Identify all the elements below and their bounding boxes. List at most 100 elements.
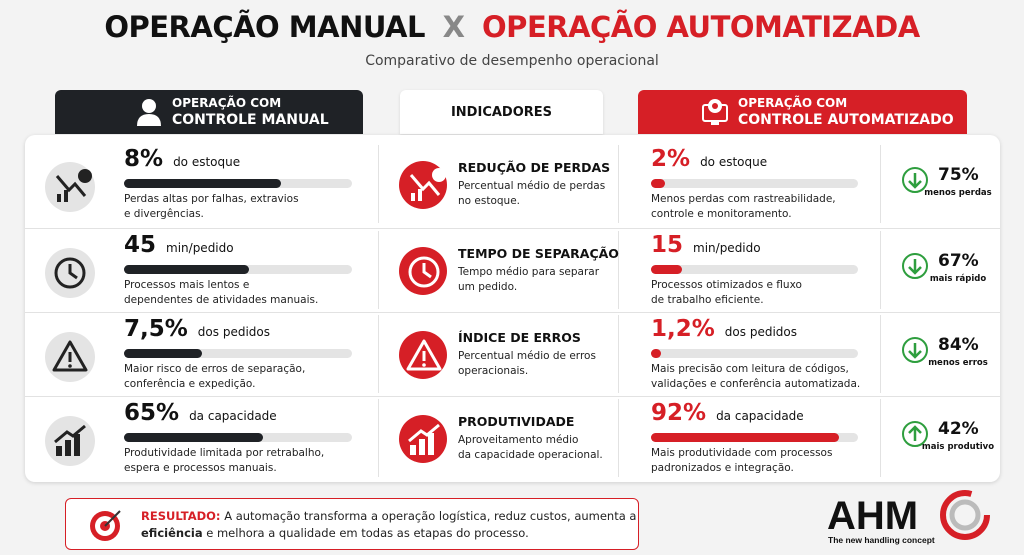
gain-label: mais produtivo: [921, 442, 995, 452]
manual-bar-track: [124, 179, 352, 188]
indicator-description: no estoque.: [458, 195, 521, 207]
person-icon: [137, 99, 161, 126]
target-icon: [90, 510, 121, 541]
automated-bar-fill: [651, 433, 840, 442]
manual-description: espera e processos manuais.: [124, 462, 277, 474]
title-left: OPERAÇÃO MANUAL: [104, 10, 425, 44]
title-right: OPERAÇÃO AUTOMATIZADA: [482, 10, 920, 44]
manual-bar-fill: [124, 433, 264, 442]
indicator-description: Percentual médio de erros: [458, 350, 596, 362]
manual-bar-fill: [124, 265, 250, 274]
gain-value: 75%: [938, 165, 979, 185]
manual-unit: do estoque: [173, 155, 241, 169]
manual-value-line: 45 min/pedido: [124, 232, 234, 258]
automated-description: controle e monitoramento.: [651, 208, 792, 220]
indicator-description: da capacidade operacional.: [458, 449, 603, 461]
logo-name: AHM: [827, 494, 918, 538]
column-divider: [618, 145, 619, 223]
manual-icon: [45, 416, 95, 466]
manual-description: conferência e expedição.: [124, 378, 256, 390]
gain-icon: [902, 167, 928, 193]
automated-value: 15: [651, 232, 684, 258]
column-divider: [378, 231, 379, 309]
automated-description: validações e conferência automatizada.: [651, 378, 861, 390]
automated-unit: min/pedido: [693, 241, 761, 255]
manual-bar-fill: [124, 179, 282, 188]
automated-description: de trabalho eficiente.: [651, 294, 764, 306]
automated-value: 1,2%: [651, 316, 715, 342]
automated-tab-line: CONTROLE AUTOMATIZADO: [738, 112, 954, 128]
indicator-icon: [399, 331, 447, 379]
comparison-card: [25, 135, 1000, 482]
gain-label: menos erros: [928, 358, 988, 368]
column-divider: [378, 145, 379, 223]
automated-description: Processos otimizados e fluxo: [651, 279, 802, 291]
column-divider: [378, 315, 379, 393]
manual-icon: [45, 332, 95, 382]
automated-description: Menos perdas com rastreabilidade,: [651, 193, 836, 205]
manual-bar-fill: [124, 349, 202, 358]
column-divider: [880, 399, 881, 477]
gain-icon: [902, 421, 928, 447]
indicator-description: Aproveitamento médio: [458, 434, 579, 446]
column-divider: [880, 231, 881, 309]
manual-tab-line: CONTROLE MANUAL: [172, 112, 329, 128]
automated-value: 2%: [651, 146, 691, 172]
automated-unit: da capacidade: [716, 409, 804, 423]
automated-bar-track: [651, 179, 858, 188]
indicator-description: operacionais.: [458, 365, 529, 377]
indicator-title: PRODUTIVIDADE: [458, 414, 575, 429]
manual-description: Perdas altas por falhas, extravios: [124, 193, 299, 205]
automated-bar-track: [651, 265, 858, 274]
manual-unit: da capacidade: [189, 409, 277, 423]
logo: AHM The new handling concept: [827, 490, 990, 545]
gain-icon: [902, 253, 928, 279]
indicators-tab: INDICADORES: [400, 90, 603, 134]
column-divider: [618, 231, 619, 309]
indicators-tab-label: INDICADORES: [450, 105, 553, 120]
gear-monitor-icon: [702, 99, 728, 125]
automated-value-line: 2% do estoque: [651, 146, 767, 172]
automated-bar-track: [651, 349, 858, 358]
automated-unit: dos pedidos: [724, 325, 797, 339]
automated-unit: do estoque: [700, 155, 768, 169]
manual-value-line: 8% do estoque: [124, 146, 240, 172]
gain-value: 84%: [938, 335, 979, 355]
gain-label: menos perdas: [924, 188, 992, 198]
automated-value: 92%: [651, 400, 707, 426]
manual-description: Produtividade limitada por retrabalho,: [124, 447, 325, 459]
automated-value-line: 1,2% dos pedidos: [651, 316, 797, 342]
title: OPERAÇÃO MANUAL X OPERAÇÃO AUTOMATIZADA: [0, 10, 1024, 44]
title-x: X: [442, 10, 465, 44]
indicator-description: Percentual médio de perdas: [458, 180, 606, 192]
column-divider: [378, 399, 379, 477]
manual-unit: dos pedidos: [197, 325, 270, 339]
manual-description: dependentes de atividades manuais.: [124, 294, 319, 306]
row-divider: [25, 312, 1000, 313]
automated-bar-track: [651, 433, 858, 442]
manual-description: Processos mais lentos e: [124, 279, 250, 291]
indicator-description: Tempo médio para separar: [458, 266, 600, 278]
automated-bar-fill: [651, 265, 683, 274]
gain-label: mais rápido: [929, 274, 987, 284]
indicator-icon: [399, 415, 447, 463]
manual-value-line: 65% da capacidade: [124, 400, 277, 426]
subtitle: Comparativo de desempenho operacional: [365, 53, 659, 69]
column-divider: [618, 399, 619, 477]
indicator-title: REDUÇÃO DE PERDAS: [458, 160, 611, 175]
indicator-icon: [399, 247, 447, 295]
automated-bar-fill: [651, 349, 662, 358]
column-divider: [880, 315, 881, 393]
manual-value: 45: [124, 232, 157, 258]
manual-value: 7,5%: [124, 316, 188, 342]
automated-bar-fill: [651, 179, 666, 188]
indicator-description: um pedido.: [458, 281, 518, 293]
result-bold: eficiência: [141, 526, 203, 540]
column-divider: [880, 145, 881, 223]
logo-tagline: The new handling concept: [828, 535, 935, 545]
result-text: A automação transforma a operação logíst…: [224, 509, 637, 523]
row-divider: [25, 228, 1000, 229]
manual-icon: [45, 248, 95, 298]
result-text: e melhora a qualidade em todas as etapas…: [206, 526, 529, 540]
